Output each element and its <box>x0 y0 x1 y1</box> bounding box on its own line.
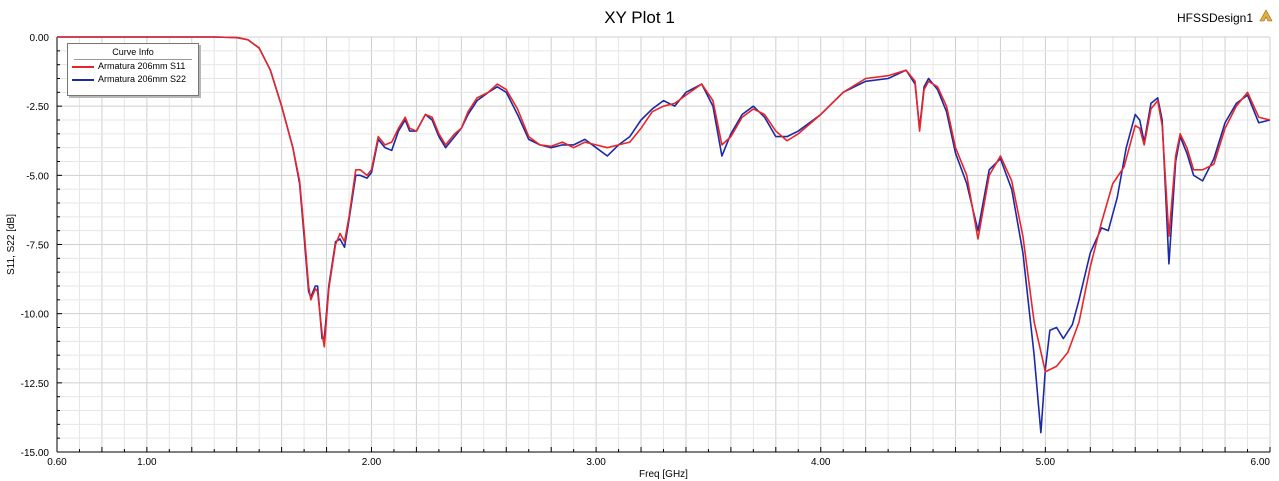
chart-title: XY Plot 1 <box>604 8 675 27</box>
series-line-s11 <box>57 36 1271 373</box>
y-tick-label: -12.50 <box>21 379 50 390</box>
legend-title: Curve Info <box>74 45 192 60</box>
legend-item-s11[interactable]: Armatura 206mm S11 <box>68 60 198 73</box>
y-tick-label: -5.00 <box>26 171 49 182</box>
legend-swatch-s11 <box>72 66 94 68</box>
legend-label-s22: Armatura 206mm S22 <box>98 74 187 84</box>
y-tick-label: -15.00 <box>21 448 50 459</box>
y-tick-label: -10.00 <box>21 310 50 321</box>
legend-swatch-s22 <box>72 79 94 81</box>
y-axis-label: S11, S22 [dB] <box>6 214 17 275</box>
x-axis-label: Freq [GHz] <box>639 469 688 480</box>
x-tick-label: 2.00 <box>362 457 382 468</box>
x-tick-label: 4.00 <box>811 457 831 468</box>
y-tick-label: 0.00 <box>30 33 50 44</box>
y-tick-label: -7.50 <box>26 241 49 252</box>
series-lines <box>57 36 1271 434</box>
series-line-s22 <box>57 36 1271 434</box>
x-tick-label: 5.00 <box>1036 457 1056 468</box>
x-tick-label: 1.00 <box>137 457 157 468</box>
legend-label-s11: Armatura 206mm S11 <box>98 61 186 71</box>
design-name: HFSSDesign1 <box>1176 11 1253 25</box>
ansys-logo-icon <box>1259 9 1273 22</box>
legend[interactable]: Curve Info Armatura 206mm S11 Armatura 2… <box>67 43 199 96</box>
legend-item-s22[interactable]: Armatura 206mm S22 <box>68 73 198 86</box>
y-tick-label: -2.50 <box>26 102 49 113</box>
grid-lines <box>56 36 1271 453</box>
x-tick-label: 3.00 <box>586 457 606 468</box>
tick-labels: 0.60 1.00 2.00 3.00 4.00 5.00 6.00 0.00 -2.50 -5.… <box>21 33 1271 468</box>
x-tick-label: 0.60 <box>47 457 67 468</box>
axes <box>56 36 1271 453</box>
x-tick-label: 6.00 <box>1251 457 1271 468</box>
